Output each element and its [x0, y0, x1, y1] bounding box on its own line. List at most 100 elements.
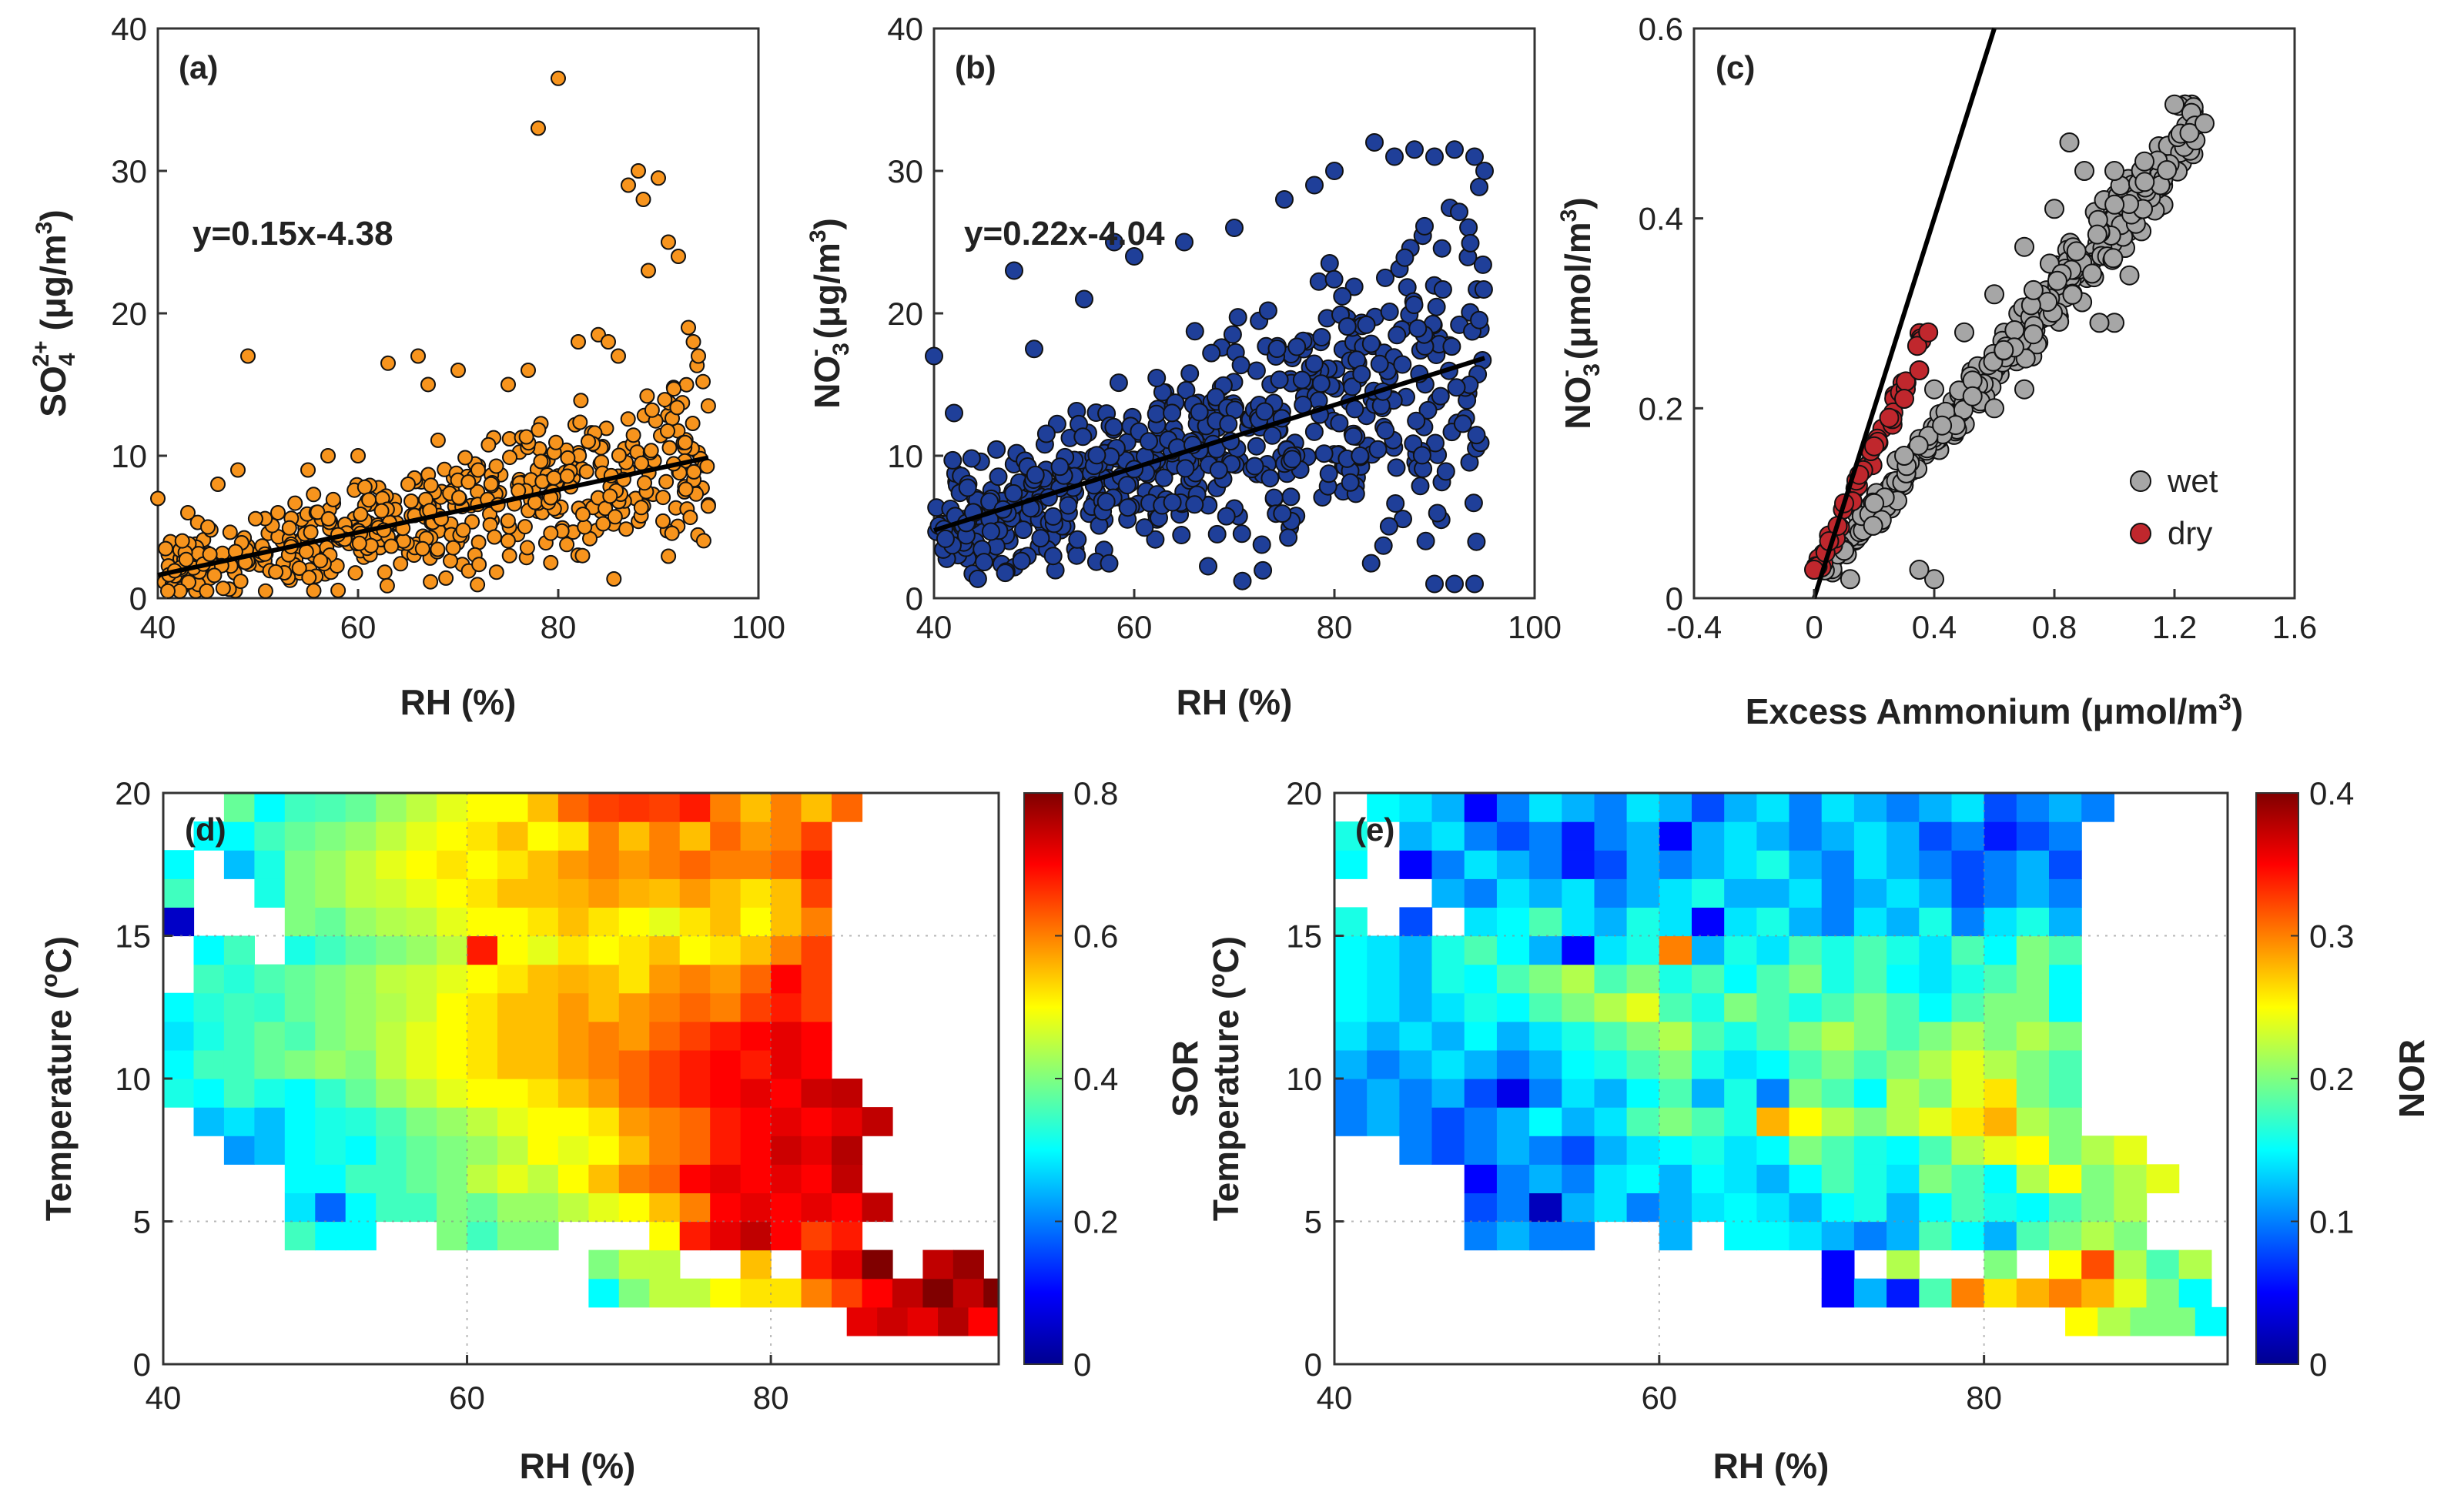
panel-e-cell [1724, 1079, 1757, 1108]
panel-a-point-372 [699, 458, 715, 474]
panel-e-cell [1367, 964, 1400, 994]
panel-d-cell [527, 1164, 559, 1193]
panel-d-cell [649, 992, 681, 1022]
panel-b-point-384 [996, 564, 1015, 583]
panel-e-cell [1334, 850, 1368, 879]
panel-a-point-377 [678, 481, 694, 497]
panel-e-cell [1821, 1021, 1855, 1051]
panel-c-dry-point-42 [1907, 336, 1927, 356]
panel-e-cell [1659, 964, 1692, 994]
panel-e-cell [2065, 1306, 2098, 1336]
panel-d-cell [345, 907, 377, 937]
panel-a-point-507 [655, 490, 671, 506]
panel-b-point-487 [1447, 378, 1466, 397]
panel-a-point-531 [380, 355, 396, 371]
panel-e-cell [1529, 964, 1562, 994]
panel-b-point-587 [1087, 446, 1106, 465]
panel-d-ytick-5: 5 [133, 1204, 151, 1240]
panel-b-point-574 [1351, 446, 1370, 465]
panel-d-cell [710, 1278, 742, 1308]
panel-d-cell [497, 992, 529, 1022]
panel-d-cell [801, 935, 832, 965]
panel-e-cell [1562, 992, 1595, 1022]
panel-d-cell [467, 1107, 498, 1136]
panel-d-colorbar-tick-0.6: 0.6 [1073, 918, 1118, 955]
panel-e-cell [1853, 1136, 1887, 1165]
panel-d-cell [801, 878, 832, 908]
panel-b-point-579 [1172, 526, 1191, 544]
panel-d-cell [801, 1107, 832, 1136]
panel-d-cell [740, 1278, 772, 1308]
panel-a-point-544 [601, 334, 616, 350]
panel-b-fit-equation: y=0.22x-4.04 [964, 215, 1165, 253]
panel-d-cell [740, 935, 772, 965]
panel-b-point-613 [1385, 147, 1404, 166]
panel-a-point-385 [660, 423, 675, 439]
panel-b-ytick-0: 0 [906, 580, 923, 617]
panel-b-point-180 [1207, 524, 1227, 544]
panel-e-cell [2114, 1221, 2148, 1251]
panel-a-point-540 [551, 70, 566, 86]
panel-e-cell [1367, 935, 1400, 965]
panel-e-cell [1919, 850, 1953, 879]
panel-d-cell [618, 1021, 650, 1051]
panel-b-point-597 [1140, 432, 1158, 451]
panel-d-cell [345, 1193, 377, 1223]
panel-d-cell [376, 1079, 407, 1108]
panel-d-cell [557, 1021, 589, 1051]
panel-d-cell [710, 992, 742, 1022]
panel-a-point-490 [501, 547, 517, 564]
panel-e-cell [1756, 1021, 1790, 1051]
panel-e-cell [1821, 850, 1855, 879]
panel-d-cell [223, 1107, 255, 1136]
panel-a-point-492 [303, 524, 319, 540]
panel-d-cell [679, 1136, 711, 1165]
panel-b-point-119 [1147, 369, 1167, 387]
panel-b-point-151 [1320, 254, 1339, 273]
panel-d-cell [437, 1164, 468, 1193]
panel-c-wet-point-327 [1962, 386, 1983, 406]
panel-c-wet-point-326 [1932, 415, 1953, 436]
panel-d-cell [801, 964, 832, 994]
panel-d-cell [710, 1107, 742, 1136]
panel-b-point-484 [1427, 297, 1446, 316]
panel-e-cell [1984, 1107, 2017, 1136]
panel-e-cell [1334, 907, 1368, 937]
panel-e-cell [1789, 1021, 1823, 1051]
panel-a-point-438 [455, 522, 471, 538]
panel-e-cell [1951, 935, 1985, 965]
panel-b-point-452 [1461, 233, 1480, 253]
panel-d-cell [922, 1278, 954, 1308]
panel-d-cell [193, 1049, 225, 1079]
panel-d-cell [649, 1278, 681, 1308]
panel-d-cell [497, 1021, 529, 1051]
panel-b-point-612 [1365, 133, 1384, 152]
panel-b-point-514 [1292, 370, 1311, 390]
panel-d-cell [832, 1249, 863, 1280]
panel-e-cell [1984, 850, 2017, 879]
panel-b-point-101 [1416, 531, 1435, 550]
panel-d-cell [345, 821, 377, 851]
panel-a-point-139 [695, 373, 711, 390]
panel-e-cell [1399, 1107, 1433, 1136]
panel-b-point-553 [1407, 411, 1426, 430]
panel-a-fit-equation: y=0.15x-4.38 [193, 215, 393, 253]
panel-e-cell [1496, 850, 1530, 879]
panel-d-cell [771, 1021, 802, 1051]
panel-d-cell [801, 992, 832, 1022]
panel-e-cell [1692, 1136, 1725, 1165]
panel-e-cell [2178, 1278, 2212, 1308]
panel-d-cell [832, 1107, 863, 1136]
panel-e-cell [1853, 1221, 1887, 1251]
panel-e-cell [1821, 1221, 1855, 1251]
panel-b-point-617 [1465, 147, 1484, 166]
panel-e-cell [1756, 1049, 1790, 1079]
panel-e-cell [1724, 878, 1757, 908]
panel-d-cell [679, 793, 711, 822]
panel-a-point-535 [450, 363, 466, 378]
panel-a-point-227 [682, 510, 698, 526]
panel-b-point-620 [1445, 574, 1464, 594]
panel-d-cell [679, 1278, 711, 1308]
panel-d-cell [315, 1021, 347, 1051]
panel-d-cell [437, 1021, 468, 1051]
